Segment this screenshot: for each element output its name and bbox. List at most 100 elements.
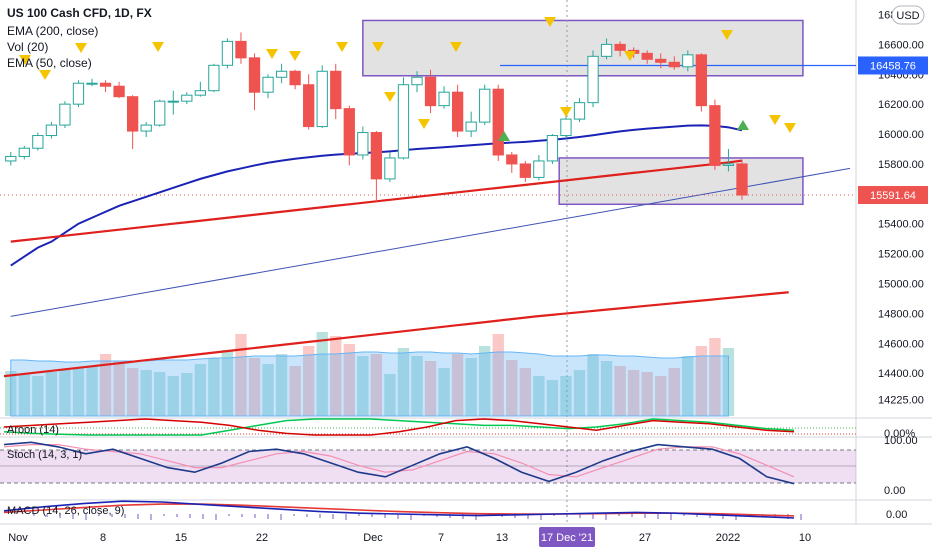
candle-body [330,70,342,110]
signal-down-marker [544,17,556,27]
volume-bar [411,356,423,416]
x-highlight-badge [539,527,595,547]
candle-body [709,105,721,166]
candle-body [736,163,748,196]
candle-body [208,64,220,92]
volume-bar [695,346,708,416]
currency-label: USD [896,10,919,22]
trendline [10,167,851,317]
macd-label[interactable]: MACD (14, 26, close, 9) [7,505,124,517]
signal-down-marker [39,70,51,80]
candle-body [221,40,234,66]
volume-bar [682,356,694,416]
stoch-scale-bottom: 0.00 [884,485,905,497]
price-badge-level-text: 16458.76 [870,60,916,72]
y-tick-label: 15800.00 [878,159,924,171]
volume-bar [451,354,464,416]
volume-bar [668,368,680,416]
y-tick-label: 16000.00 [878,129,924,141]
volume-bar [113,361,125,416]
aroon-up-line [3,418,795,436]
candle-body [465,121,477,132]
x-tick-label: 7 [438,532,444,544]
y-tick-label: 16600.00 [878,39,924,51]
volume-bar [86,366,98,416]
volume-bar [72,368,85,416]
volume-bar [614,366,626,416]
currency-badge[interactable] [891,5,925,25]
volume-bar [194,364,207,416]
zone-rect-1 [558,157,804,206]
volume-bar [167,376,179,416]
candles-layer [5,32,748,202]
x-tick-label: 15 [175,532,187,544]
candle-body [235,40,247,59]
volume-bar [424,361,437,416]
legend-ema200[interactable]: EMA (200, close) [7,24,98,38]
y-tick-label: 15000.00 [878,278,924,290]
volume-bar [438,368,450,416]
candle-body [614,43,626,51]
y-tick-label: 14800.00 [878,308,924,320]
signal-down-marker [450,42,462,52]
volume-bar [235,334,247,416]
candle-body [397,84,410,159]
signal-down-marker [624,51,636,61]
legend-volume[interactable]: Vol (20) [7,40,48,54]
x-tick-label-highlight: 17 Dec '21 [541,532,593,544]
candle-body [113,85,125,98]
volume-bar [262,364,274,416]
stoch-label[interactable]: Stoch (14, 3, 1) [7,449,82,461]
volume-bar [560,376,572,416]
volume-ma-area [10,351,729,417]
y-tick-label: 14225.00 [878,394,924,406]
aroon-scale-label: 0.00% [884,428,915,440]
price-axis-panel[interactable] [856,0,932,550]
candle-body [262,76,274,93]
candle-body [248,57,261,93]
x-tick-label: Nov [8,532,28,544]
aroon-down-line [3,418,795,436]
chart-title: US 100 Cash CFD, 1D, FX [7,6,152,20]
candle-body [72,82,85,105]
volume-bar [587,354,599,416]
volume-bar [506,360,518,416]
aroon-label[interactable]: Aroon (14) [7,424,59,436]
x-axis: Nov 8 15 22 Dec 7 13 17 Dec '21 27 2022 10 [8,527,811,547]
x-tick-label: 10 [799,532,811,544]
candle-body [560,118,572,137]
volume-bar [384,374,396,416]
volume-bar [208,358,220,416]
legend-ema50[interactable]: EMA (50, close) [7,56,92,70]
candle-body [194,90,206,96]
y-axis: 16800.0016600.0016400.0016200.0016000.00… [858,9,928,406]
candle-body [126,96,139,132]
candle-body [384,157,396,180]
candle-body [18,147,30,157]
volume-bar [18,374,30,416]
price-badge-last [858,186,928,205]
candle-body [451,91,464,132]
y-tick-label: 14400.00 [878,368,924,380]
volume-bar [357,356,369,416]
x-tick-label: 13 [496,532,508,544]
signal-up-marker [737,120,749,130]
candle-body [506,154,518,165]
candle-body [32,135,44,149]
x-tick-label: 2022 [716,532,740,544]
candle-body [533,160,545,178]
volume-bar [343,344,355,416]
volume-bar [397,348,410,416]
volume-bar [465,358,477,416]
y-tick-label: 14600.00 [878,338,924,350]
candle-body [303,84,315,128]
indicator-panes-layer [0,418,856,520]
volume-bar [627,370,640,416]
volume-bar [655,376,667,416]
volume-bar [709,338,721,416]
signal-down-marker [372,42,384,52]
volume-bar [99,354,112,416]
volume-bar [221,350,234,416]
